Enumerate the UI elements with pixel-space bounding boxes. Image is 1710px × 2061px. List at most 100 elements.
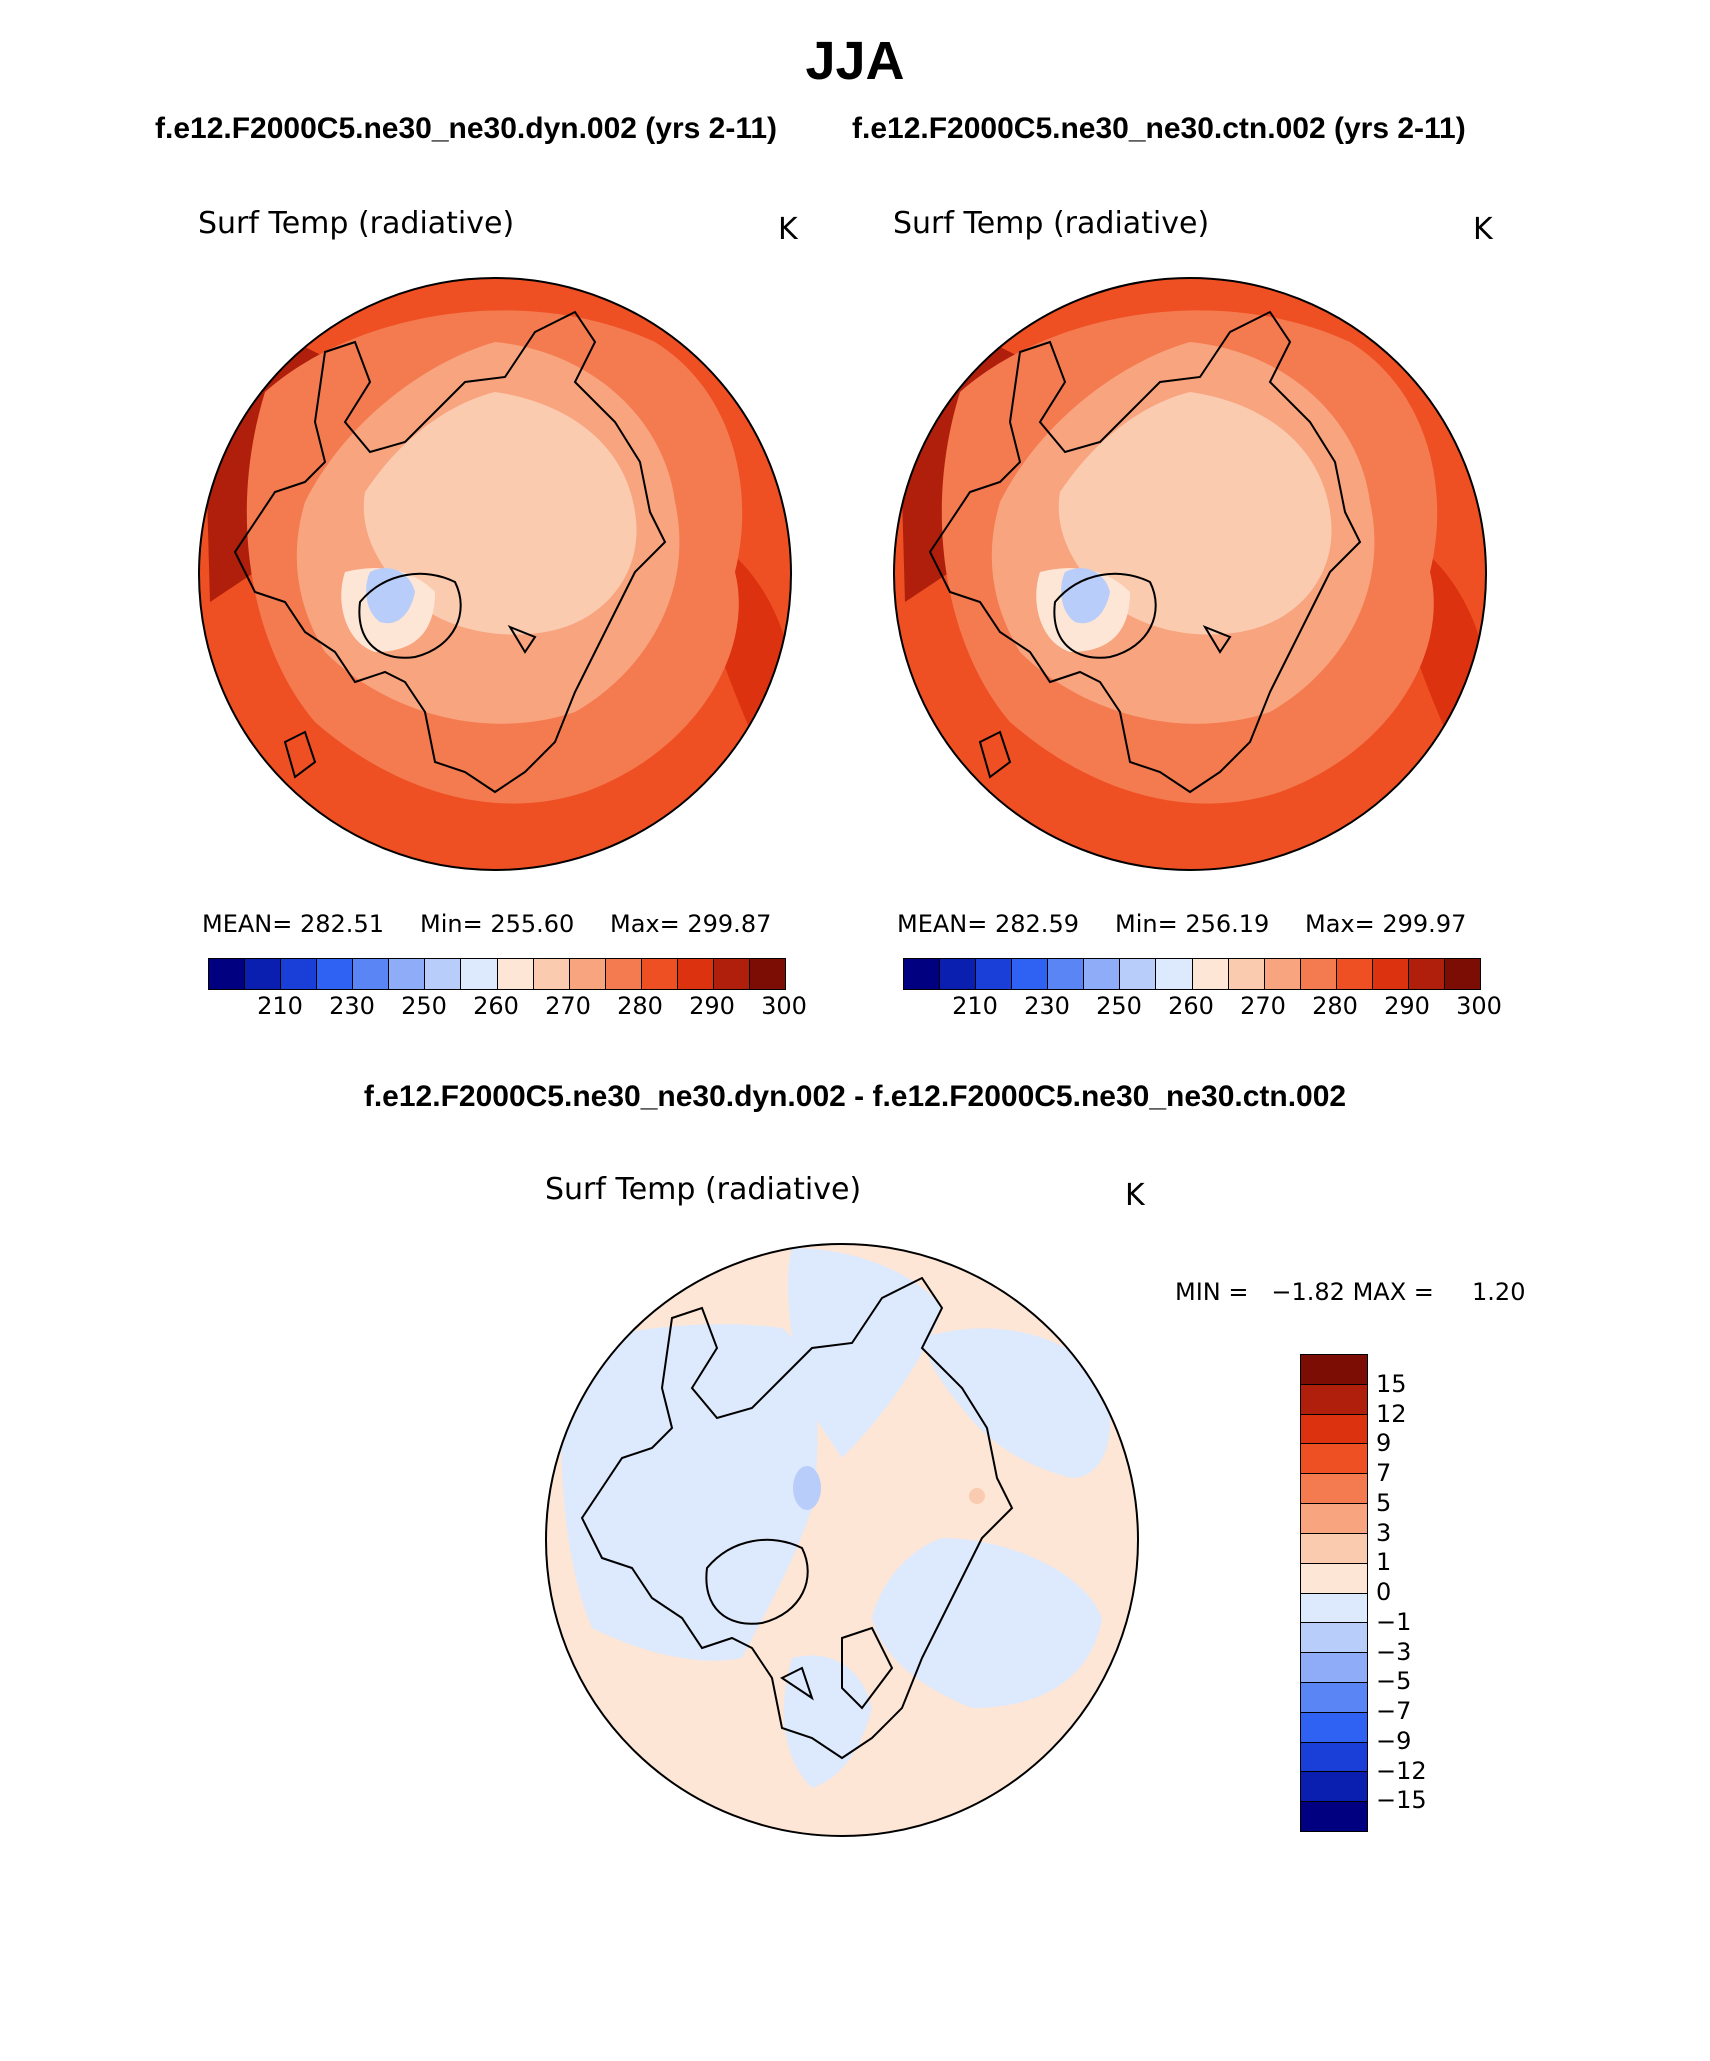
map-ctn-greenland-ice (1061, 568, 1110, 624)
map-diff-neg-northeast (922, 1328, 1111, 1478)
colorbar-diff (1300, 1354, 1368, 1832)
panel-diff-variable: Surf Temp (radiative) (545, 1172, 862, 1207)
colorbar-swatch (1012, 959, 1049, 989)
map-diff-coastlines (580, 1276, 1014, 1760)
colorbar-tick-label: 300 (761, 992, 807, 1020)
map-dyn-frame (198, 277, 792, 871)
colorbar-tick-label: 260 (473, 992, 519, 1020)
colorbar-tick-label: 0 (1376, 1578, 1392, 1606)
colorbar-swatch (1301, 1444, 1367, 1475)
colorbar-swatch (353, 959, 390, 989)
colorbar-tick-label: 260 (1168, 992, 1214, 1020)
season-title: JJA (805, 31, 905, 91)
colorbar-swatch (1301, 1682, 1367, 1713)
colorbar-swatch (1372, 959, 1409, 989)
map-ctn-frame (893, 277, 1487, 871)
colorbar-swatch (209, 959, 246, 989)
colorbar-tick-label: 230 (329, 992, 375, 1020)
colorbar-swatch (1301, 1742, 1367, 1773)
map-diff (545, 1243, 1139, 1837)
colorbar-swatch (1084, 959, 1121, 989)
colorbar-tick-label: 250 (401, 992, 447, 1020)
colorbar-swatch (713, 959, 750, 989)
colorbar-tick-label: 280 (617, 992, 663, 1020)
stat-ctn-max: Max= 299.97 (1305, 910, 1467, 938)
colorbar-swatch (1301, 1504, 1367, 1534)
colorbar-tick-label: 210 (257, 992, 303, 1020)
panel-diff-units: K (1125, 1178, 1145, 1213)
colorbar-swatch (389, 959, 426, 989)
map-diff-neg-north (787, 1248, 942, 1458)
map-ctn (893, 277, 1487, 871)
colorbar-swatch (1048, 959, 1085, 989)
colorbar-swatch (461, 959, 498, 989)
colorbar-dyn-ticks: 210 230 250 260 270 280 290 300 (208, 992, 807, 1022)
colorbar-tick-label: 230 (1024, 992, 1070, 1020)
colorbar-tick-label: 9 (1376, 1429, 1392, 1458)
map-dyn (198, 277, 792, 871)
colorbar-swatch (1301, 1802, 1367, 1831)
colorbar-swatch (569, 959, 606, 989)
colorbar-swatch (1301, 1653, 1367, 1683)
colorbar-tick-label: 270 (545, 992, 591, 1020)
colorbar-tick-label: 5 (1376, 1488, 1392, 1517)
panel-dyn-units: K (778, 212, 798, 247)
colorbar-tick-label: 250 (1096, 992, 1142, 1020)
stat-dyn-min: Min= 255.60 (420, 910, 575, 938)
colorbar-tick-label: −12 (1376, 1756, 1427, 1785)
panel-dyn-variable: Surf Temp (radiative) (198, 206, 515, 241)
map-ctn-coastlines (928, 310, 1362, 794)
colorbar-swatch (281, 959, 318, 989)
colorbar-swatch (245, 959, 282, 989)
colorbar-tick-label: −3 (1376, 1637, 1412, 1666)
colorbar-tick-label: 290 (1384, 992, 1430, 1020)
colorbar-tick-label: 270 (1240, 992, 1286, 1020)
stat-ctn-mean: MEAN= 282.59 (897, 910, 1079, 938)
colorbar-swatch (1301, 1414, 1367, 1445)
colorbar-swatch (641, 959, 678, 989)
map-diff-neg-west (560, 1324, 818, 1661)
panel-ctn-units: K (1473, 212, 1493, 247)
colorbar-swatch (1444, 959, 1480, 989)
colorbar-swatch (1301, 1384, 1367, 1415)
colorbar-swatch (605, 959, 642, 989)
colorbar-swatch (1301, 1474, 1367, 1505)
colorbar-swatch (1192, 959, 1229, 989)
map-dyn-coastlines (233, 310, 667, 794)
colorbar-tick-label: 1 (1376, 1548, 1392, 1577)
colorbar-swatch (1336, 959, 1373, 989)
colorbar-swatch (1301, 1563, 1367, 1594)
colorbar-swatch (1301, 1623, 1367, 1654)
colorbar-swatch (677, 959, 714, 989)
colorbar-swatch (317, 959, 354, 989)
colorbar-swatch (1156, 959, 1193, 989)
colorbar-dyn (208, 958, 786, 990)
map-diff-neg-spot (793, 1466, 821, 1510)
colorbar-tick-label: 12 (1376, 1399, 1407, 1428)
colorbar-tick-label: −5 (1376, 1667, 1412, 1696)
colorbar-swatch (1301, 1355, 1367, 1385)
stat-dyn-mean: MEAN= 282.51 (202, 910, 384, 938)
map-diff-neg-south (783, 1655, 872, 1788)
subtitle-dyn: f.e12.F2000C5.ne30_ne30.dyn.002 (yrs 2-1… (155, 112, 778, 145)
colorbar-ctn (903, 958, 1481, 990)
colorbar-tick-label: 7 (1376, 1459, 1392, 1487)
colorbar-swatch (1301, 1533, 1367, 1564)
colorbar-swatch (1264, 959, 1301, 989)
colorbar-swatch (1228, 959, 1265, 989)
colorbar-swatch (1300, 959, 1337, 989)
colorbar-swatch (940, 959, 977, 989)
stat-diff-range: MIN = −1.82 MAX = 1.20 (1175, 1278, 1526, 1306)
map-diff-pos-spot (969, 1488, 985, 1504)
colorbar-swatch (976, 959, 1013, 989)
stat-ctn-min: Min= 256.19 (1115, 910, 1270, 938)
colorbar-tick-label: −9 (1376, 1726, 1412, 1755)
colorbar-ctn-ticks: 210 230 250 260 270 280 290 300 (903, 992, 1502, 1022)
colorbar-swatch (497, 959, 534, 989)
colorbar-swatch (425, 959, 462, 989)
colorbar-swatch (1301, 1772, 1367, 1803)
colorbar-tick-label: 3 (1376, 1518, 1392, 1547)
map-dyn-greenland-ice (366, 568, 415, 624)
colorbar-tick-label: −1 (1376, 1607, 1412, 1636)
stat-dyn-max: Max= 299.87 (610, 910, 772, 938)
